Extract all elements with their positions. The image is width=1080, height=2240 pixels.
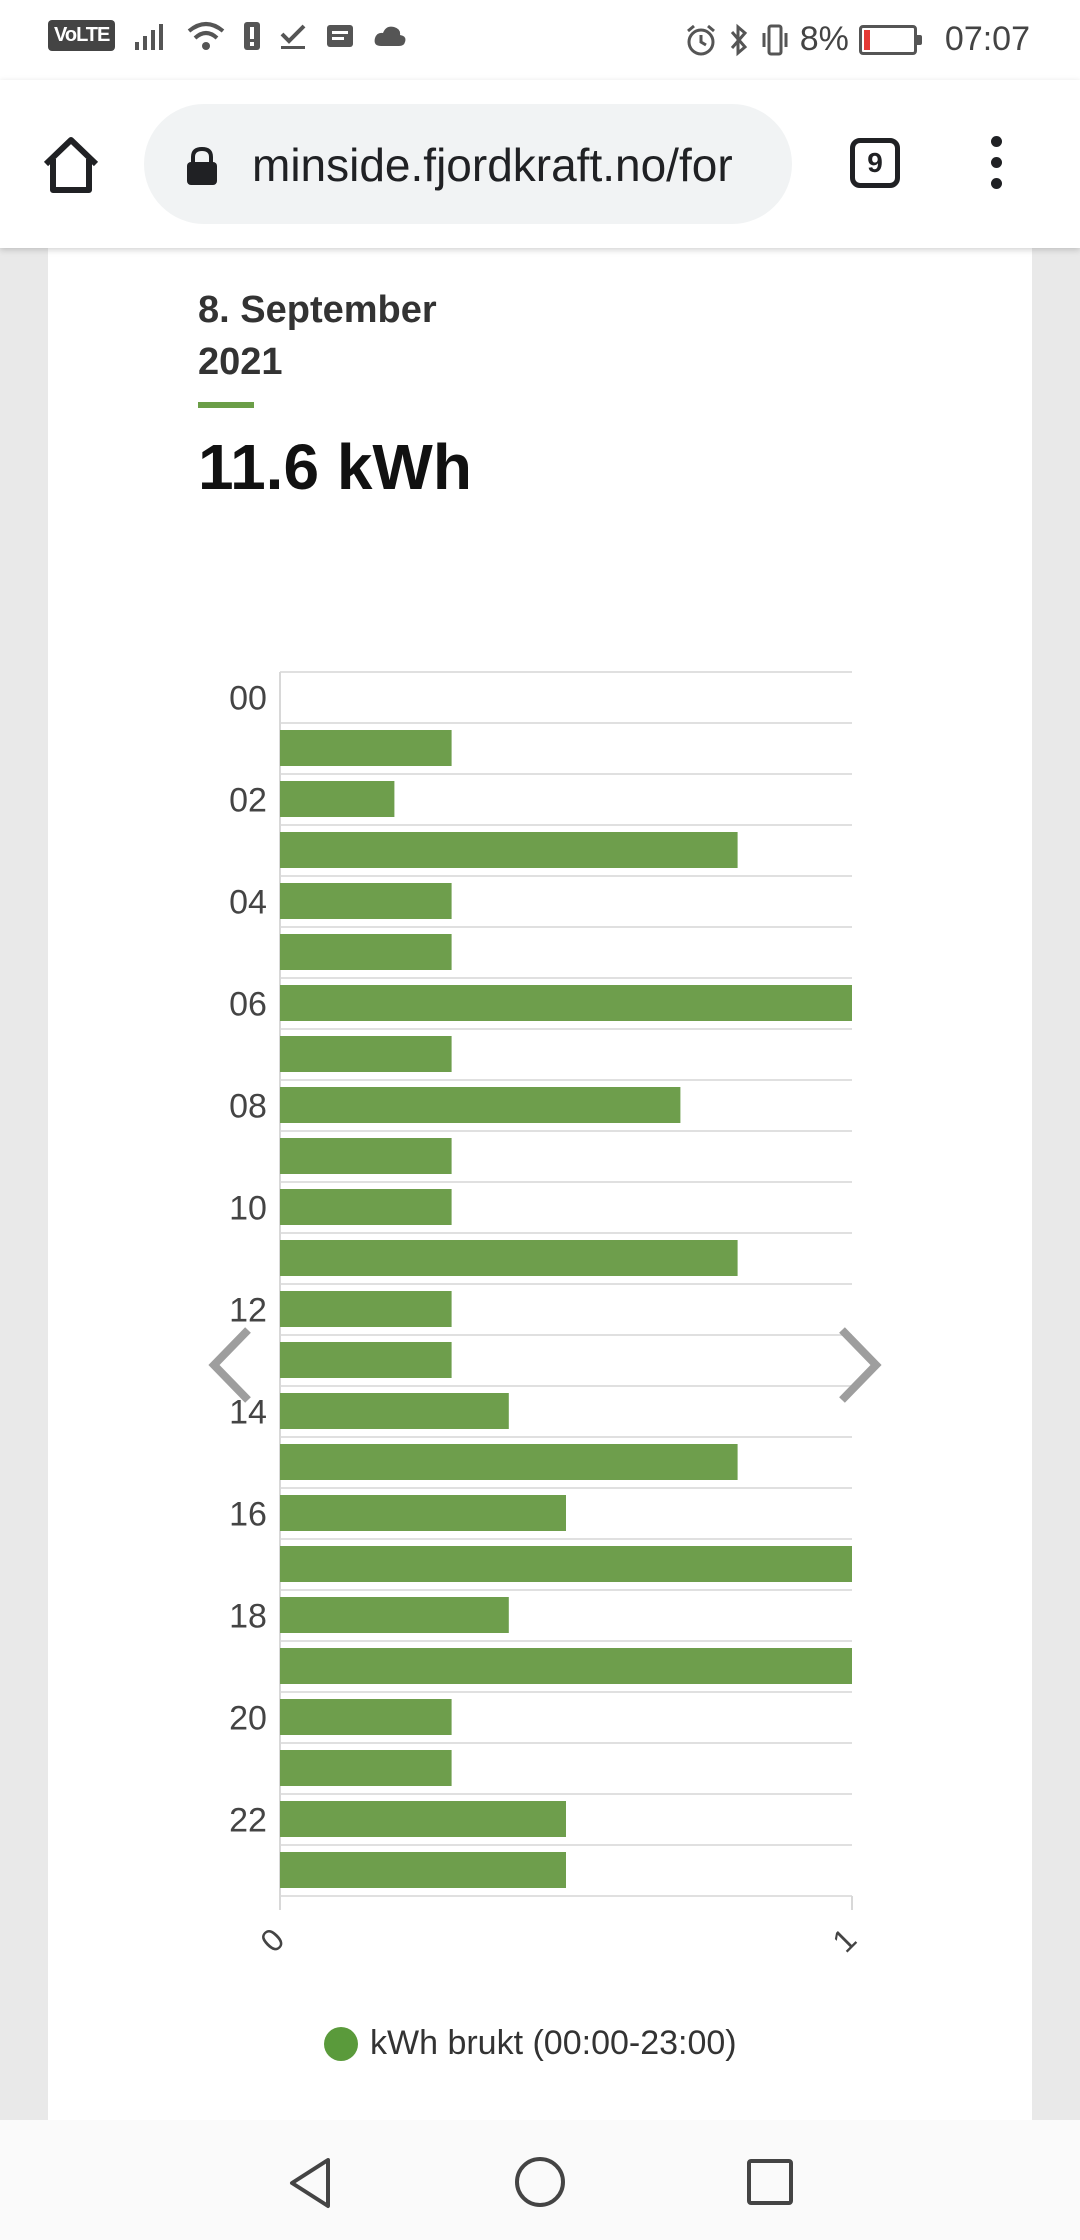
bluetooth-icon — [730, 23, 747, 56]
bar-22 — [280, 1801, 566, 1837]
tab-switcher-button[interactable]: 9 — [850, 138, 900, 188]
bar-08 — [280, 1087, 681, 1123]
alarm-icon — [686, 24, 715, 55]
previous-day-arrow-icon[interactable] — [200, 1320, 260, 1410]
url-text[interactable]: minside.fjordkraft.no/for — [252, 139, 733, 191]
home-nav-icon[interactable] — [514, 2156, 566, 2208]
y-tick-label: 16 — [229, 1496, 267, 1534]
legend-dot — [324, 2026, 358, 2061]
total-consumption: 11.6 kWh — [198, 431, 472, 503]
vibrate-icon — [762, 24, 788, 55]
bar-07 — [280, 1036, 452, 1072]
y-tick-label: 00 — [229, 680, 267, 718]
status-bar: VoLTE — [0, 0, 1080, 80]
bar-06 — [280, 985, 852, 1021]
cloud-icon — [374, 26, 406, 46]
home-icon[interactable] — [40, 134, 102, 196]
bar-04 — [280, 883, 452, 919]
check-icon — [280, 24, 306, 49]
back-icon[interactable] — [286, 2156, 334, 2210]
x-tick-label: 1 — [825, 1921, 863, 1959]
clock: 07:07 — [944, 20, 1030, 58]
y-tick-label: 20 — [229, 1700, 267, 1738]
bar-05 — [280, 934, 452, 970]
selected-date: 8. September 2021 — [198, 289, 437, 383]
bar-16 — [280, 1495, 566, 1531]
bar-20 — [280, 1699, 452, 1735]
bar-02 — [280, 781, 395, 817]
y-tick-label: 18 — [229, 1598, 267, 1636]
bar-10 — [280, 1189, 452, 1225]
signal-icon — [135, 23, 164, 50]
browser-toolbar: minside.fjordkraft.no/for 9 — [0, 80, 1080, 248]
recent-apps-icon[interactable] — [746, 2158, 794, 2206]
y-tick-label: 12 — [229, 1292, 267, 1330]
wifi-icon — [188, 21, 225, 50]
y-tick-label: 22 — [229, 1802, 267, 1840]
consumption-card: 8. September 2021 11.6 kWh 00 02 04 06 08 10 1… — [48, 248, 1032, 2120]
accent-line — [198, 402, 254, 408]
chart-legend: kWh brukt (00:00-23:00) — [324, 2024, 737, 2063]
bar-12 — [280, 1291, 452, 1327]
bar-14 — [280, 1393, 509, 1429]
bar-17 — [280, 1546, 852, 1582]
alert-icon — [244, 21, 261, 50]
bar-09 — [280, 1138, 452, 1174]
bar-23 — [280, 1852, 566, 1888]
address-bar[interactable]: minside.fjordkraft.no/for — [144, 104, 792, 224]
bar-13 — [280, 1342, 452, 1378]
bar-21 — [280, 1750, 452, 1786]
y-tick-label: 02 — [229, 782, 267, 820]
bar-19 — [280, 1648, 852, 1684]
y-tick-label: 06 — [229, 986, 267, 1024]
y-tick-label: 10 — [229, 1190, 267, 1228]
system-nav-bar — [0, 2120, 1080, 2240]
next-day-arrow-icon[interactable] — [830, 1320, 890, 1410]
legend-label: kWh brukt (00:00-23:00) — [370, 2024, 737, 2062]
more-menu-icon[interactable] — [984, 136, 1008, 194]
bar-11 — [280, 1240, 738, 1276]
bar-01 — [280, 730, 452, 766]
volte-icon: VoLTE — [48, 20, 116, 51]
y-tick-label: 04 — [229, 884, 267, 922]
battery-icon — [858, 24, 922, 55]
bar-15 — [280, 1444, 738, 1480]
lock-icon — [187, 146, 217, 185]
x-tick-label: 0 — [253, 1921, 291, 1959]
y-tick-label: 08 — [229, 1088, 267, 1126]
message-icon — [327, 24, 354, 47]
bar-18 — [280, 1597, 509, 1633]
battery-percent: 8% — [799, 20, 849, 58]
bar-03 — [280, 832, 738, 868]
